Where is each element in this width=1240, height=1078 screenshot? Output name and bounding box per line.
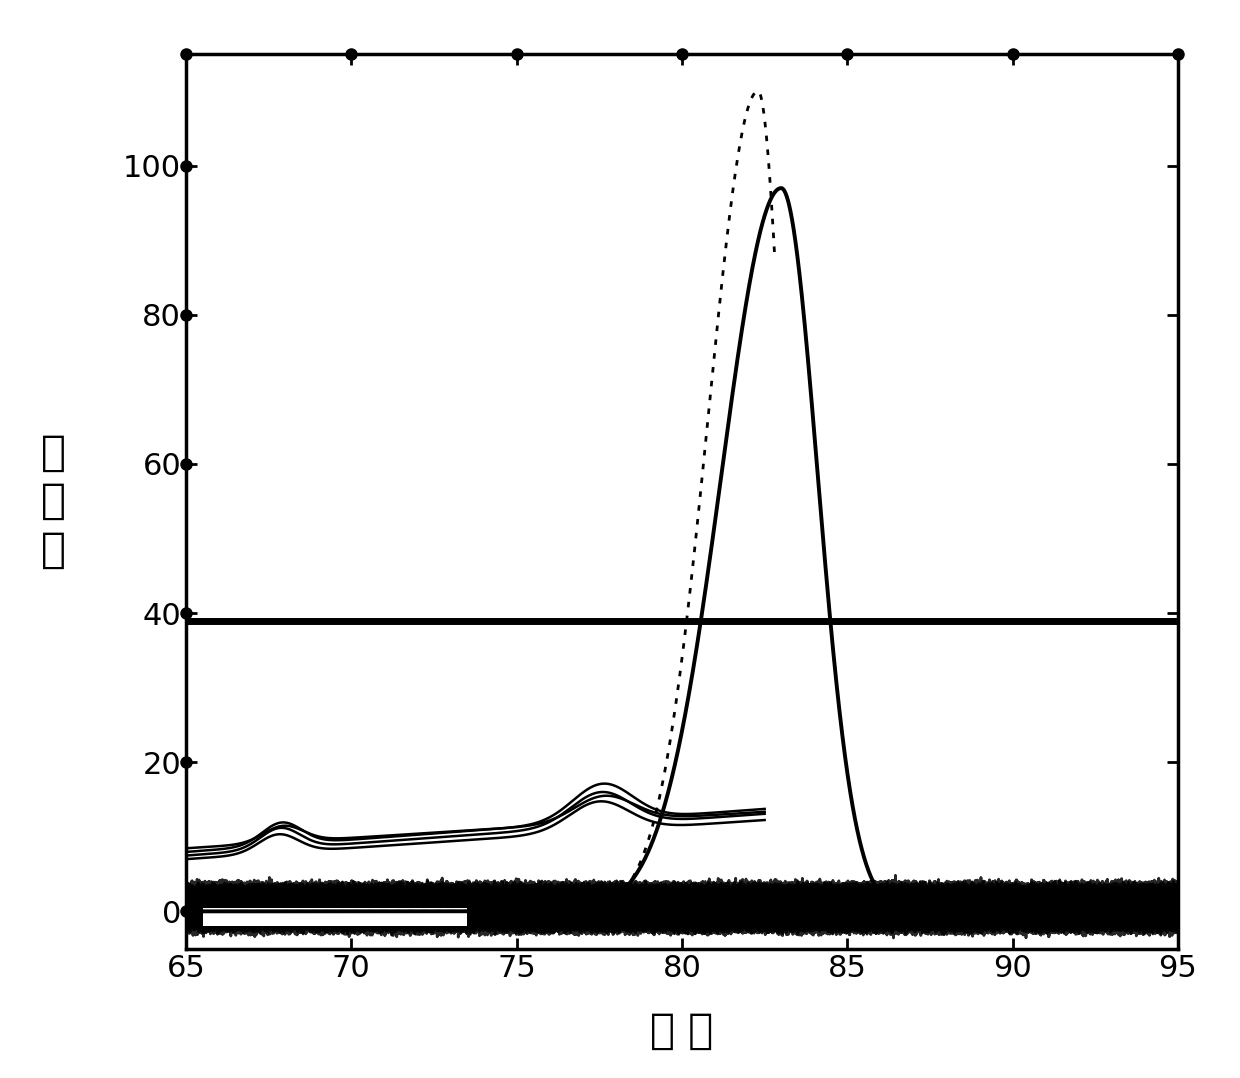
X-axis label: 温 度: 温 度	[650, 1010, 714, 1052]
Bar	[202, 908, 467, 926]
Y-axis label: 荧
光
值: 荧 光 值	[41, 431, 66, 571]
